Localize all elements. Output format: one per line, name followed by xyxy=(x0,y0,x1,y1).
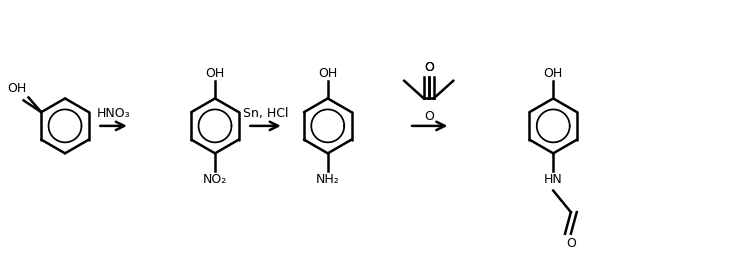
Text: HN: HN xyxy=(544,173,562,186)
Text: O: O xyxy=(424,110,434,123)
Text: NH₂: NH₂ xyxy=(316,173,340,186)
Text: HNO₃: HNO₃ xyxy=(97,107,130,120)
Text: OH: OH xyxy=(7,82,27,94)
Text: O: O xyxy=(424,61,434,74)
Text: OH: OH xyxy=(206,67,225,80)
Text: O: O xyxy=(566,237,576,250)
Text: OH: OH xyxy=(544,67,563,80)
Text: OH: OH xyxy=(318,67,337,80)
Text: O: O xyxy=(424,61,434,74)
Text: NO₂: NO₂ xyxy=(203,173,227,186)
Text: Sn, HCl: Sn, HCl xyxy=(243,107,289,120)
